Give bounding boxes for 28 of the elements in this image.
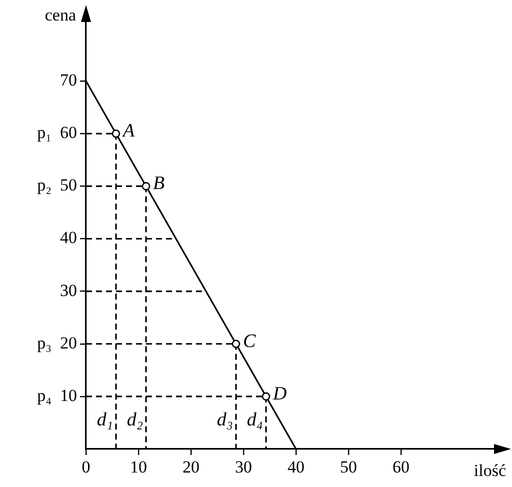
annotation: C bbox=[242, 330, 256, 352]
x-tick-label: 30 bbox=[235, 458, 252, 477]
y-tick-label: 70 bbox=[60, 70, 77, 90]
x-tick-label: 50 bbox=[340, 458, 357, 477]
y-tick-label: 40 bbox=[60, 228, 77, 248]
point bbox=[112, 129, 120, 138]
y-axis-title: cena bbox=[44, 5, 76, 24]
annotation: d₄ bbox=[246, 410, 264, 431]
annotation: d₂ bbox=[126, 410, 144, 431]
x-tick-label: 60 bbox=[392, 458, 410, 477]
x-tick-label: 40 bbox=[288, 458, 304, 477]
y-tick-label: p₄ 10 bbox=[37, 386, 77, 405]
y-tick-label: p₁ 60 bbox=[37, 123, 77, 142]
annotation: d₁ bbox=[96, 410, 113, 431]
annotation: D bbox=[272, 383, 288, 404]
x-tick-label: 10 bbox=[130, 458, 147, 477]
x-axis-title: ilość bbox=[474, 460, 506, 480]
x-tick-label: 0 bbox=[82, 458, 90, 477]
x-tick-label: 20 bbox=[182, 458, 200, 477]
point bbox=[232, 340, 240, 348]
point bbox=[262, 392, 270, 401]
annotation: d₃ bbox=[216, 410, 233, 431]
y-tick-label: p₃ 20 bbox=[37, 333, 77, 352]
y-tick-label: p₂ 50 bbox=[37, 176, 77, 195]
y-tick-label: 30 bbox=[60, 280, 77, 300]
annotation: B bbox=[153, 173, 166, 194]
annotation: A bbox=[120, 120, 135, 142]
point bbox=[142, 182, 150, 190]
